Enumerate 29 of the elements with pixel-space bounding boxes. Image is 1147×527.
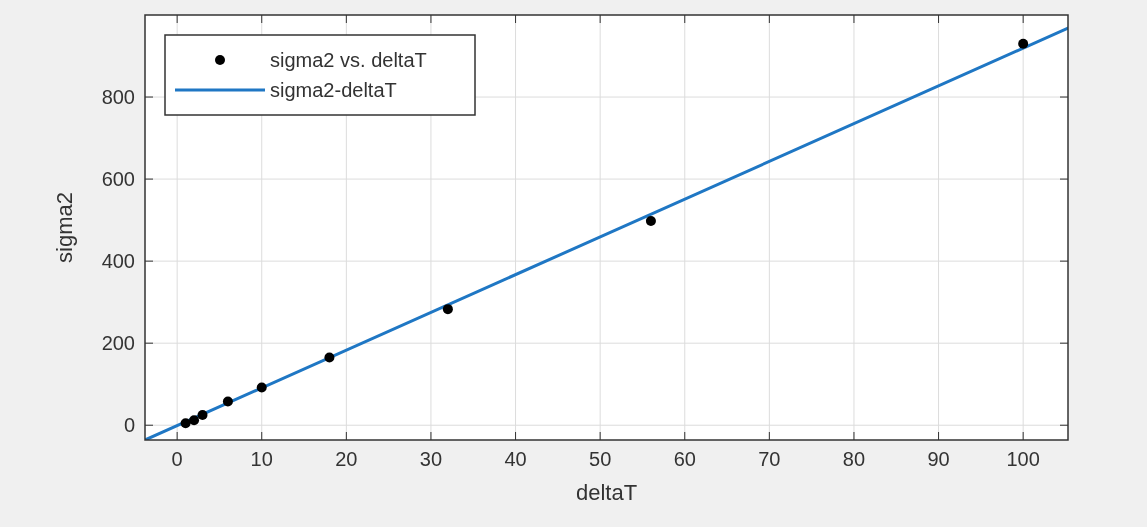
x-tick-label: 80 xyxy=(842,448,866,470)
x-tick-label: 60 xyxy=(673,448,696,470)
x-tick-label: 10 xyxy=(250,448,273,470)
point xyxy=(180,418,191,429)
x-tick-label: 100 xyxy=(1006,448,1040,470)
legend-label: sigma2 vs. deltaT xyxy=(270,49,427,71)
x-tick-label: 20 xyxy=(335,448,358,470)
point xyxy=(442,304,453,315)
x-tick-label: 90 xyxy=(927,448,950,470)
point xyxy=(324,352,335,363)
x-tick-label: 30 xyxy=(419,448,443,470)
point xyxy=(222,396,233,407)
point xyxy=(256,382,267,393)
x-tick-label: 0 xyxy=(171,448,183,470)
x-tick-label: 70 xyxy=(758,448,781,470)
y-tick-label: 200 xyxy=(101,332,135,355)
x-axis-title: deltaT xyxy=(575,480,638,505)
y-tick-label: 800 xyxy=(101,86,135,109)
point xyxy=(1018,38,1029,49)
legend-label: sigma2-deltaT xyxy=(270,79,397,101)
point xyxy=(645,215,656,226)
y-axis-title: sigma2 xyxy=(52,192,77,263)
y-tick-label: 600 xyxy=(101,168,135,191)
x-tick-label: 50 xyxy=(589,448,612,470)
y-tick-label: 400 xyxy=(101,250,135,273)
x-tick-label: 40 xyxy=(504,448,527,470)
point xyxy=(197,409,208,420)
y-tick-label: 0 xyxy=(123,414,135,437)
point xyxy=(189,415,200,426)
